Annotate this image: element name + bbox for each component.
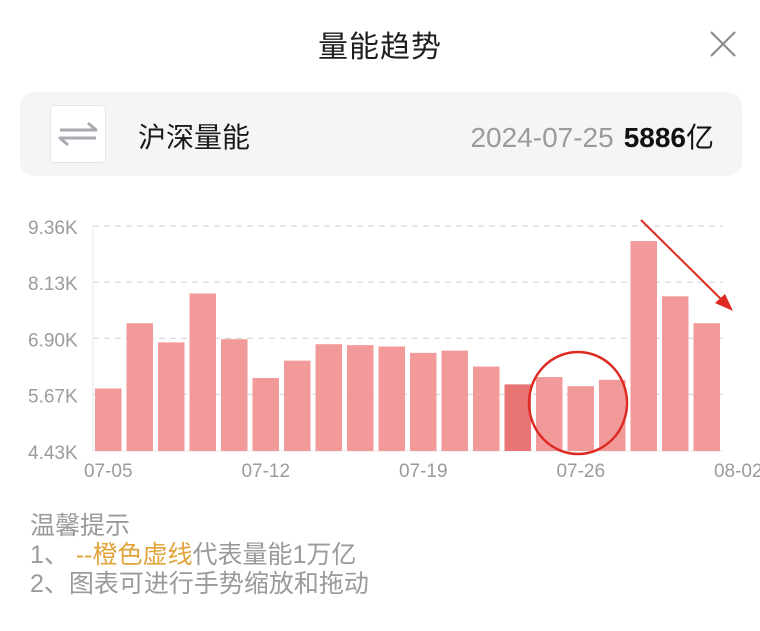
x-tick-label: 07-12 xyxy=(241,461,290,482)
swap-arrows-icon xyxy=(58,121,98,147)
volume-date: 2024-07-25 xyxy=(470,122,614,153)
bar xyxy=(284,360,311,451)
close-icon[interactable] xyxy=(705,26,741,62)
tips-line-1-prefix: 1、 xyxy=(30,541,76,569)
volume-readout: 2024-07-25 5886亿 xyxy=(470,116,714,156)
annotation-circle xyxy=(527,350,629,456)
bar xyxy=(662,296,689,451)
annotation-arrow-line xyxy=(640,219,727,305)
bar xyxy=(189,293,216,451)
index-name: 沪深量能 xyxy=(138,122,251,153)
x-tick-label: 07-05 xyxy=(84,461,133,482)
tips-title: 温馨提示 xyxy=(30,512,131,540)
bar xyxy=(504,384,531,451)
bar xyxy=(221,339,248,451)
y-tick-label: 8.13K xyxy=(28,274,78,295)
bar xyxy=(347,345,374,451)
page-title: 量能趋势 xyxy=(318,31,442,64)
index-volume-card: 沪深量能 2024-07-25 5886亿 xyxy=(20,92,742,176)
bar xyxy=(410,352,437,451)
bar xyxy=(95,388,122,451)
y-tick-label: 4.43K xyxy=(28,443,78,464)
volume-unit: 亿 xyxy=(685,122,714,153)
volume-bar-chart[interactable]: 9.36K 8.13K 6.90K 5.67K 4.43K 07-05 07-12 07-19… xyxy=(0,200,760,500)
bar xyxy=(252,377,279,451)
tips: 温馨提示 1、 --橙色虚线代表量能1万亿 2、图表可进行手势缩放和拖动 xyxy=(30,512,369,599)
bar xyxy=(630,241,657,451)
volume-value: 5886 xyxy=(623,122,686,153)
x-tick-label: 07-19 xyxy=(399,461,448,482)
y-tick-label: 6.90K xyxy=(28,330,78,351)
bar xyxy=(536,377,563,451)
bar xyxy=(473,366,500,451)
bar xyxy=(693,323,720,451)
tips-line-1: 1、 --橙色虚线代表量能1万亿 xyxy=(30,541,369,570)
tips-line-1-suffix: 代表量能1万亿 xyxy=(192,541,357,569)
bar xyxy=(567,386,594,451)
tips-line-1-highlight: --橙色虚线 xyxy=(75,541,193,569)
swap-button[interactable] xyxy=(50,105,106,163)
header: 量能趋势 xyxy=(0,0,760,86)
y-tick-label: 9.36K xyxy=(28,218,78,239)
bar xyxy=(441,350,468,451)
x-tick-label: 08-02 xyxy=(714,461,760,482)
bar xyxy=(126,323,153,451)
x-tick-label: 07-26 xyxy=(556,461,605,482)
bar xyxy=(158,342,185,451)
bar xyxy=(315,344,342,451)
tips-line-2: 2、图表可进行手势缩放和拖动 xyxy=(30,570,369,598)
bar xyxy=(378,346,405,451)
y-tick-label: 5.67K xyxy=(28,386,78,407)
annotation-arrow-head xyxy=(715,294,733,311)
